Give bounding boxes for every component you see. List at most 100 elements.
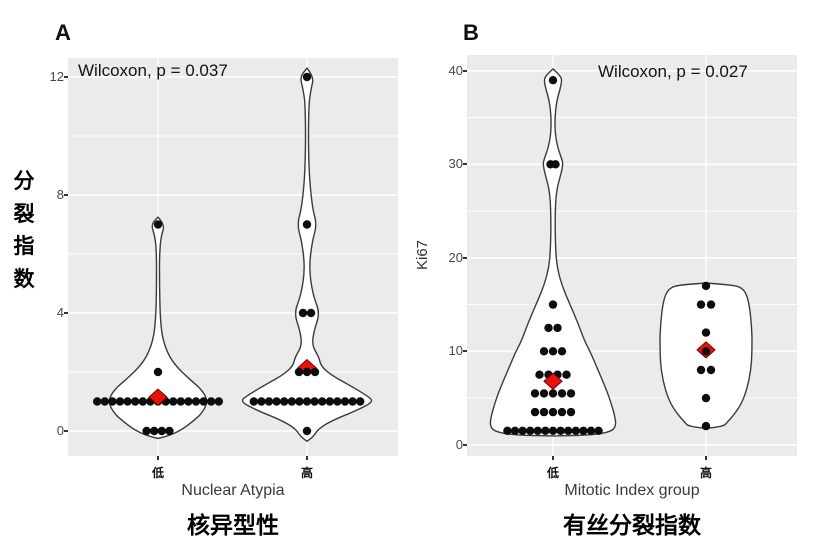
- data-point: [280, 397, 289, 406]
- panel-b-xtick-low: 低: [546, 466, 559, 480]
- mean-diamond-低: [543, 372, 563, 390]
- data-point: [696, 300, 706, 309]
- panel-a-plot-area: [68, 58, 398, 456]
- data-point: [553, 323, 562, 333]
- data-point: [169, 397, 178, 406]
- violin-高: [241, 67, 373, 442]
- y-tick-mark: [64, 312, 68, 314]
- y-tick-mark: [64, 430, 68, 432]
- data-point: [302, 220, 312, 229]
- data-point: [298, 308, 308, 318]
- data-point: [701, 281, 711, 291]
- data-point: [214, 397, 223, 406]
- data-point: [325, 397, 334, 406]
- y-tick-mark: [463, 69, 467, 72]
- data-point: [541, 426, 550, 435]
- y-tick-mark: [64, 194, 68, 196]
- data-point: [302, 426, 312, 436]
- y-tick-label: 0: [455, 436, 463, 452]
- data-point: [571, 426, 580, 435]
- data-point: [586, 426, 596, 435]
- data-point: [548, 389, 558, 398]
- panel-a-xtick-low: 低: [151, 466, 164, 480]
- data-point: [556, 426, 565, 435]
- data-point: [566, 389, 576, 398]
- y-tick-label: 4: [56, 305, 64, 320]
- data-point: [157, 426, 166, 436]
- y-tick-label: 12: [49, 69, 64, 84]
- data-point: [340, 397, 350, 406]
- data-point: [310, 367, 320, 377]
- data-point: [310, 397, 319, 406]
- data-point: [207, 397, 216, 406]
- mean-diamond-低: [148, 388, 168, 406]
- data-point: [539, 389, 549, 398]
- data-point: [701, 347, 711, 356]
- y-tick-label: 30: [448, 156, 463, 172]
- y-tick-mark: [463, 350, 467, 353]
- data-point: [557, 407, 567, 417]
- data-point: [530, 407, 540, 417]
- data-point: [138, 397, 147, 406]
- data-point: [562, 370, 571, 379]
- panel-a-canvas: [68, 58, 398, 456]
- y-tick-mark: [64, 76, 68, 78]
- data-point: [539, 407, 549, 417]
- data-point: [348, 397, 357, 406]
- panel-b-xtick-high: 高: [699, 466, 712, 480]
- data-point: [551, 160, 560, 169]
- data-point: [123, 397, 132, 406]
- x-tick-mark: [705, 456, 707, 460]
- data-point: [557, 347, 567, 356]
- data-point: [701, 393, 711, 403]
- x-tick-mark: [552, 456, 554, 460]
- data-point: [701, 328, 711, 337]
- panel-b-wilcoxon-annotation: Wilcoxon, p = 0.027: [598, 62, 748, 81]
- data-point: [294, 367, 304, 377]
- data-point: [548, 76, 558, 85]
- data-point: [153, 220, 163, 229]
- data-point: [199, 397, 208, 406]
- data-point: [257, 397, 266, 406]
- y-tick-mark: [463, 256, 467, 259]
- panel-b-plot-area: [467, 55, 797, 456]
- data-point: [548, 407, 558, 417]
- data-point: [153, 367, 163, 377]
- violin-低: [108, 216, 208, 440]
- data-point: [295, 397, 304, 406]
- data-point: [264, 397, 274, 406]
- data-point: [548, 347, 558, 356]
- data-point: [306, 308, 316, 318]
- panel-a-y-axis-label: 分裂指数: [13, 170, 35, 291]
- data-point: [100, 397, 109, 406]
- x-tick-mark: [306, 456, 308, 460]
- data-point: [356, 397, 365, 406]
- data-point: [535, 370, 544, 379]
- x-tick-mark: [157, 456, 159, 460]
- data-point: [272, 397, 281, 406]
- panel-b-letter: B: [463, 20, 479, 45]
- data-point: [544, 323, 553, 333]
- panel-a-letter: A: [55, 20, 71, 45]
- data-point: [533, 426, 542, 435]
- y-tick-label: 40: [448, 62, 463, 78]
- data-point: [93, 397, 102, 406]
- data-point: [318, 397, 327, 406]
- panel-a-xtick-high: 高: [300, 466, 313, 480]
- data-point: [706, 300, 716, 309]
- data-point: [302, 72, 312, 82]
- data-point: [115, 397, 125, 406]
- data-point: [249, 397, 258, 406]
- data-point: [142, 426, 151, 436]
- data-point: [530, 389, 540, 398]
- data-point: [302, 397, 312, 406]
- y-tick-mark: [463, 443, 467, 446]
- panel-b-canvas: [467, 55, 797, 456]
- data-point: [566, 407, 576, 417]
- panel-a-wilcoxon-annotation: Wilcoxon, p = 0.037: [78, 61, 228, 80]
- data-point: [706, 365, 716, 375]
- data-point: [510, 426, 520, 435]
- data-point: [564, 426, 573, 435]
- panel-a-x-axis-label: Nuclear Atypia: [181, 482, 285, 499]
